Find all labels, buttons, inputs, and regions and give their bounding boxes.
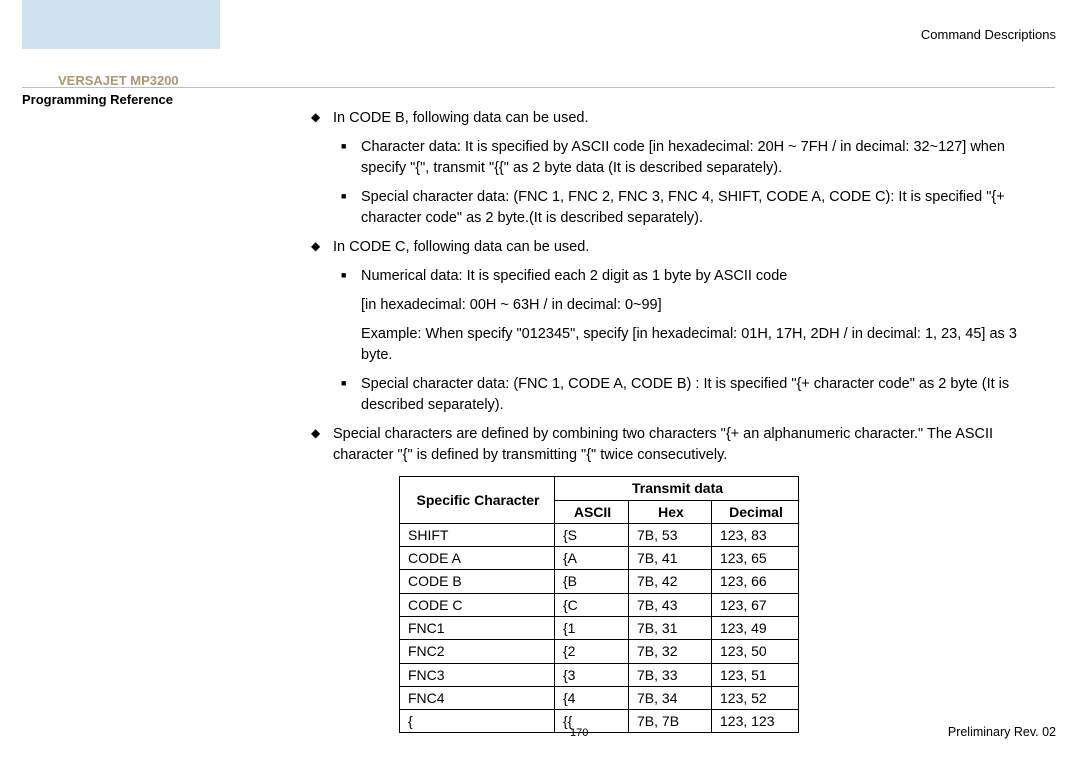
table-cell: 123, 49 [712,617,799,640]
table-cell: 7B, 33 [629,663,712,686]
th-decimal: Decimal [712,500,799,523]
doc-subtitle: Programming Reference [22,92,176,107]
table-cell: 7B, 34 [629,686,712,709]
table-cell: CODE A [400,547,555,570]
revision-label: Preliminary Rev. 02 [948,725,1056,739]
table-row: SHIFT{S7B, 53123, 83 [400,523,799,546]
table-cell: FNC3 [400,663,555,686]
table-cell: 7B, 32 [629,640,712,663]
bullet-code-c: In CODE C, following data can be used. [311,237,1033,258]
table-cell: {C [555,593,629,616]
table-cell: 123, 83 [712,523,799,546]
table-cell: {A [555,547,629,570]
table-cell: {4 [555,686,629,709]
bullet-code-b-special: Special character data: (FNC 1, FNC 2, F… [311,187,1033,229]
main-content: In CODE B, following data can be used. C… [311,108,1033,733]
table-cell: 7B, 42 [629,570,712,593]
table-row: CODE C{C7B, 43123, 67 [400,593,799,616]
transmit-table: Specific Character Transmit data ASCII H… [399,476,799,733]
table-cell: 7B, 7B [629,710,712,733]
table-cell: {S [555,523,629,546]
table-row: CODE B{B7B, 42123, 66 [400,570,799,593]
bullet-code-c-special: Special character data: (FNC 1, CODE A, … [311,374,1033,416]
table-cell: SHIFT [400,523,555,546]
table-cell: {2 [555,640,629,663]
th-hex: Hex [629,500,712,523]
table-row: FNC4{47B, 34123, 52 [400,686,799,709]
table-cell: FNC2 [400,640,555,663]
table-cell: {{ [555,710,629,733]
table-cell: 123, 65 [712,547,799,570]
table-cell: {3 [555,663,629,686]
table-row: {{{7B, 7B123, 123 [400,710,799,733]
table-cell: {1 [555,617,629,640]
product-title: VERSAJET MP3200 [58,73,179,88]
table-row: CODE A{A7B, 41123, 65 [400,547,799,570]
bullet-code-c-num: Numerical data: It is specified each 2 d… [311,266,1033,287]
bullet-special-chars: Special characters are defined by combin… [311,424,1033,466]
table-cell: {B [555,570,629,593]
header-band [22,0,220,49]
bullet-code-c-example: Example: When specify "012345", specify … [311,324,1033,366]
table-row: FNC2{27B, 32123, 50 [400,640,799,663]
table-cell: 7B, 41 [629,547,712,570]
th-transmit-data: Transmit data [555,477,799,500]
table-cell: 123, 67 [712,593,799,616]
bullet-code-c-range: [in hexadecimal: 00H ~ 63H / in decimal:… [311,295,1033,316]
bullet-code-b: In CODE B, following data can be used. [311,108,1033,129]
table-cell: { [400,710,555,733]
th-specific-char: Specific Character [400,477,555,524]
table-cell: 123, 51 [712,663,799,686]
table-cell: CODE B [400,570,555,593]
table-cell: 7B, 31 [629,617,712,640]
table-cell: 123, 66 [712,570,799,593]
header-section: Command Descriptions [921,27,1056,42]
table-row: FNC3{37B, 33123, 51 [400,663,799,686]
table-row: FNC1{17B, 31123, 49 [400,617,799,640]
table-cell: FNC4 [400,686,555,709]
table-cell: 7B, 43 [629,593,712,616]
bullet-code-b-char: Character data: It is specified by ASCII… [311,137,1033,179]
page-number: 170 [570,727,588,739]
table-cell: FNC1 [400,617,555,640]
table-cell: 123, 52 [712,686,799,709]
table-cell: 7B, 53 [629,523,712,546]
table-cell: 123, 123 [712,710,799,733]
table-cell: CODE C [400,593,555,616]
table-cell: 123, 50 [712,640,799,663]
table-container: Specific Character Transmit data ASCII H… [399,476,1033,733]
th-ascii: ASCII [555,500,629,523]
